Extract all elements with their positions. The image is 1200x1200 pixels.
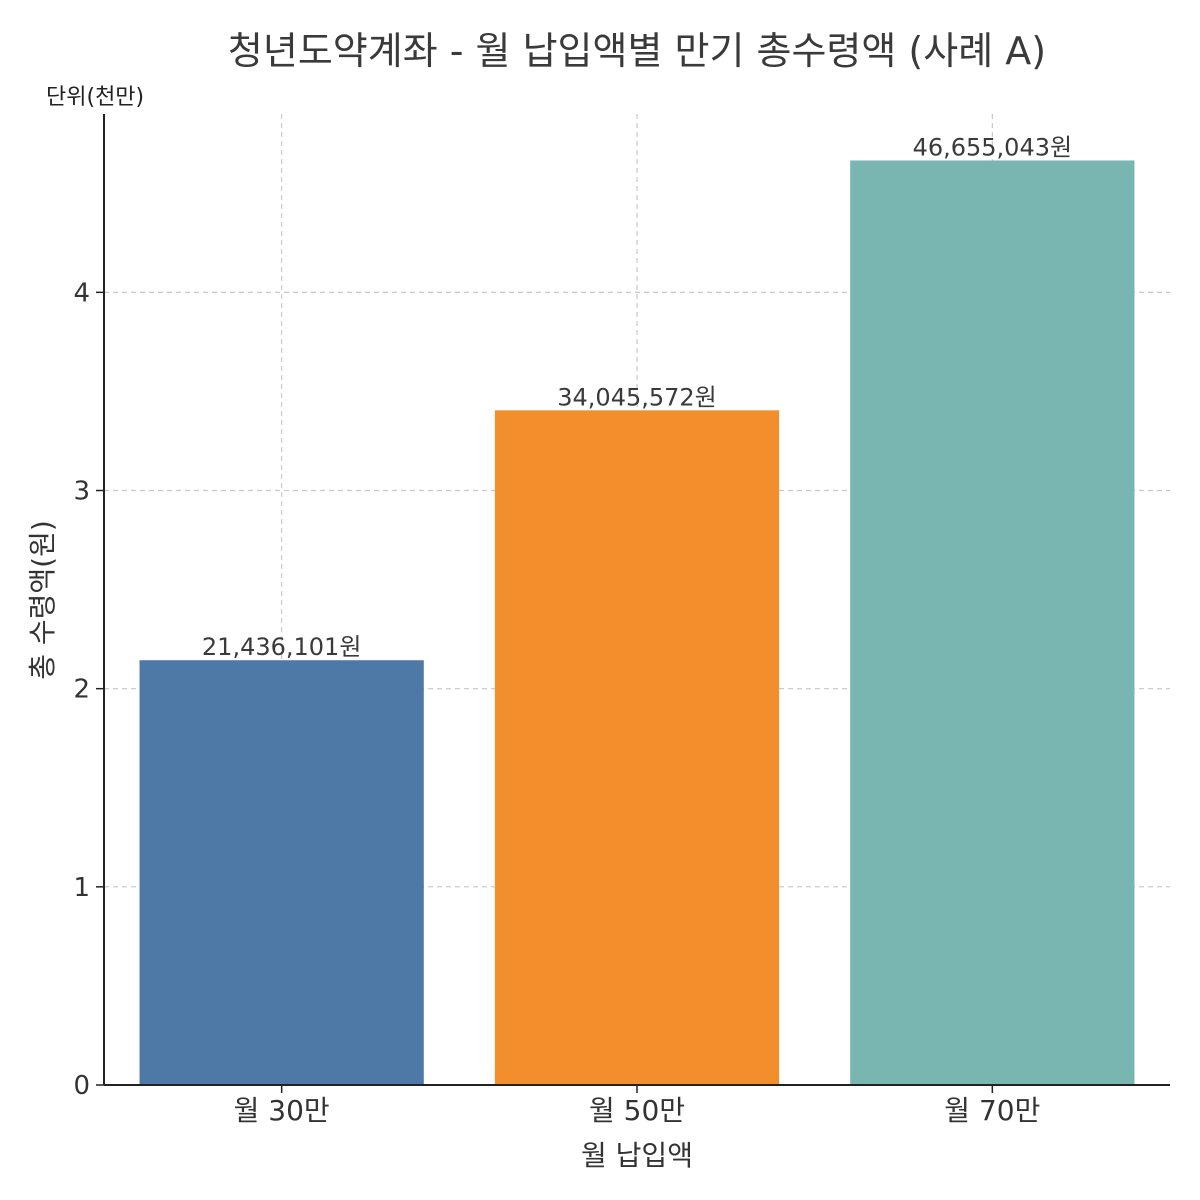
x-tick-label: 월 30만 <box>234 1094 330 1127</box>
bar-value-label: 46,655,043원 <box>913 133 1073 161</box>
y-tick-label: 2 <box>73 675 90 705</box>
bar <box>494 410 780 1086</box>
chart-title: 청년도약계좌 - 월 납입액별 만기 총수령액 (사례 A) <box>228 29 1046 73</box>
y-axis-label: 총 수령액(원) <box>26 520 59 680</box>
bar-value-label: 34,045,572원 <box>557 383 717 411</box>
bar-value-label: 21,436,101원 <box>202 633 362 661</box>
bar <box>850 160 1135 1085</box>
y-tick-label: 0 <box>73 1071 90 1101</box>
y-tick-label: 4 <box>73 278 90 308</box>
unit-note: 단위(천만) <box>46 85 144 110</box>
data-labels: 21,436,101원 34,045,572원 46,655,043원 <box>202 133 1072 661</box>
x-axis-label: 월 납입액 <box>581 1139 693 1172</box>
bar <box>139 660 424 1085</box>
y-tick-label: 1 <box>73 873 90 903</box>
x-tick-label: 월 70만 <box>944 1094 1040 1127</box>
bars <box>139 160 1135 1086</box>
x-tick-label: 월 50만 <box>589 1094 685 1127</box>
y-tick-label: 3 <box>73 477 90 507</box>
x-ticks: 월 30만 월 50만 월 70만 <box>234 1085 1040 1127</box>
y-ticks: 0 1 2 3 4 <box>73 278 104 1101</box>
